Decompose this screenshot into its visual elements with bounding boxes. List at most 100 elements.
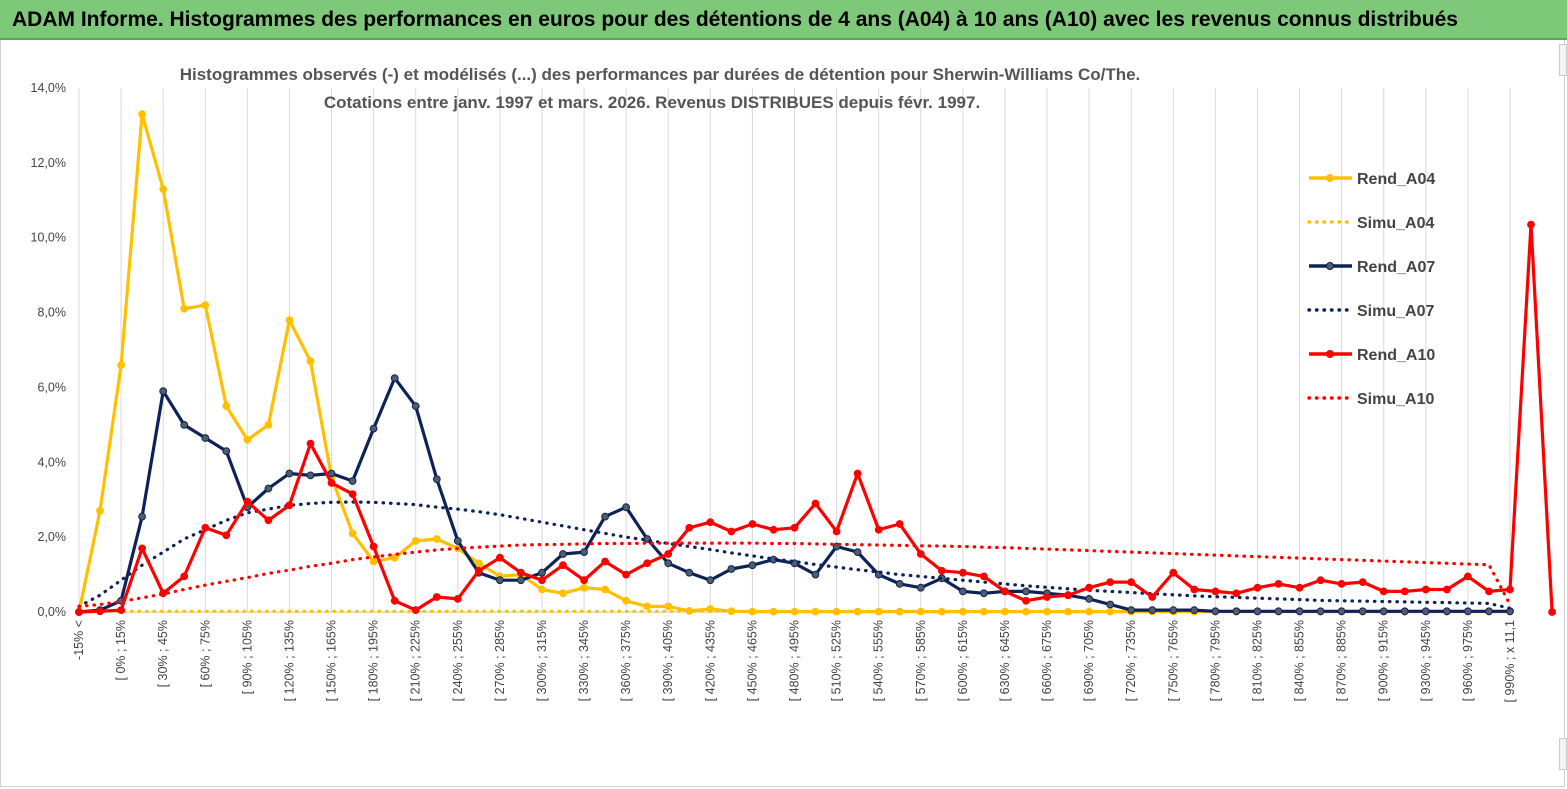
data-point <box>916 583 925 592</box>
data-point <box>453 595 462 603</box>
data-point <box>832 527 841 536</box>
data-point <box>1190 606 1199 614</box>
legend-label: Simu_A07 <box>1357 303 1434 320</box>
data-point <box>1379 587 1388 596</box>
data-point <box>580 583 588 592</box>
data-point <box>285 316 294 325</box>
data-point <box>390 596 399 605</box>
data-point <box>895 580 904 588</box>
data-point <box>180 304 189 313</box>
data-point <box>1190 585 1199 594</box>
data-point <box>601 557 609 566</box>
data-point <box>496 576 504 585</box>
data-point <box>559 561 567 570</box>
data-point <box>748 520 757 528</box>
data-point <box>432 475 441 484</box>
data-point <box>390 374 399 383</box>
x-tick-label: [ 270% ; 285% <box>493 620 507 701</box>
data-point <box>1358 607 1367 616</box>
data-point <box>1064 591 1072 600</box>
x-tick-label: [ 210% ; 225% <box>409 620 423 701</box>
x-tick-label: [ 840% ; 855% <box>1293 620 1307 701</box>
x-tick-label: [ 240% ; 255% <box>451 620 465 701</box>
data-point <box>201 523 210 532</box>
data-point <box>243 497 252 506</box>
data-point <box>980 589 988 598</box>
legend-marker <box>1326 174 1334 182</box>
x-tick-label: [ 390% ; 405% <box>661 620 675 701</box>
data-point <box>685 523 694 532</box>
data-point <box>664 559 673 568</box>
data-point <box>1548 608 1556 616</box>
x-tick-label: [ 0% ; 15% <box>114 620 128 680</box>
x-tick-label: [ 330% ; 345% <box>577 620 591 701</box>
data-point <box>622 596 630 605</box>
y-tick-label: 4,0% <box>38 455 67 469</box>
chart-grid <box>78 88 1511 613</box>
data-point <box>769 525 778 534</box>
series-simu-a10 <box>77 541 1512 609</box>
data-point <box>853 548 862 556</box>
data-point <box>811 570 820 579</box>
data-point <box>1085 595 1093 603</box>
x-tick-label: [ 120% ; 135% <box>282 620 296 701</box>
data-point <box>348 529 357 538</box>
x-tick-label: [ 570% ; 585% <box>914 620 928 701</box>
data-point <box>1400 607 1409 616</box>
data-point <box>706 576 715 585</box>
data-point <box>538 568 546 577</box>
data-point <box>1232 607 1241 616</box>
data-point <box>727 565 736 573</box>
x-tick-label: [ 780% ; 795% <box>1208 620 1222 701</box>
data-point <box>538 576 546 585</box>
data-point <box>96 607 104 616</box>
data-point <box>180 421 189 429</box>
data-point <box>916 550 925 558</box>
legend-label: Rend_A04 <box>1357 171 1435 188</box>
data-point <box>1106 578 1115 586</box>
data-point <box>1316 576 1325 585</box>
data-point <box>1506 585 1514 594</box>
data-point <box>1127 606 1136 614</box>
data-point <box>285 469 294 478</box>
x-tick-label: [ 810% ; 825% <box>1250 620 1264 701</box>
x-tick-label: [ 540% ; 555% <box>872 620 886 701</box>
legend-label: Simu_A10 <box>1357 391 1434 408</box>
chart-legend: Rend_A04 Simu_A04 Rend_A07 Simu_A07 Rend_A10… <box>1307 171 1435 408</box>
data-point <box>222 402 231 411</box>
data-point <box>1127 578 1136 586</box>
data-point <box>432 593 441 601</box>
data-point <box>411 537 420 545</box>
data-point <box>306 439 315 448</box>
data-point <box>517 576 525 585</box>
y-tick-label: 10,0% <box>31 231 66 245</box>
x-tick-label: [ 60% ; 75% <box>198 620 212 687</box>
y-axis-ticks: 0,0% 2,0% 4,0% 6,0% 8,0% 10,0% 12,0% 14,0% <box>31 81 66 619</box>
data-point <box>96 507 104 515</box>
data-point <box>643 602 652 611</box>
data-point <box>727 527 736 536</box>
data-point <box>1337 580 1346 588</box>
data-point <box>327 479 336 487</box>
data-point <box>306 471 315 480</box>
data-point <box>643 559 652 568</box>
data-point <box>1527 220 1535 229</box>
data-point <box>306 357 315 366</box>
y-tick-label: 6,0% <box>38 380 67 394</box>
data-point <box>117 361 125 369</box>
data-point <box>138 544 147 553</box>
data-point <box>1358 578 1367 586</box>
data-point <box>369 557 378 566</box>
legend-item-simu-a07: Simu_A07 <box>1307 303 1434 320</box>
data-point <box>1485 607 1493 616</box>
data-point <box>285 501 294 510</box>
data-point <box>1085 583 1093 592</box>
data-point <box>180 572 189 581</box>
x-tick-label: [ 450% ; 465% <box>745 620 759 701</box>
data-point <box>622 503 630 512</box>
series-rend-a10 <box>75 220 1556 616</box>
x-tick-label: [ 960% ; 975% <box>1461 620 1475 701</box>
data-point <box>1169 568 1178 577</box>
data-point <box>1464 607 1472 616</box>
data-point <box>1253 607 1262 616</box>
